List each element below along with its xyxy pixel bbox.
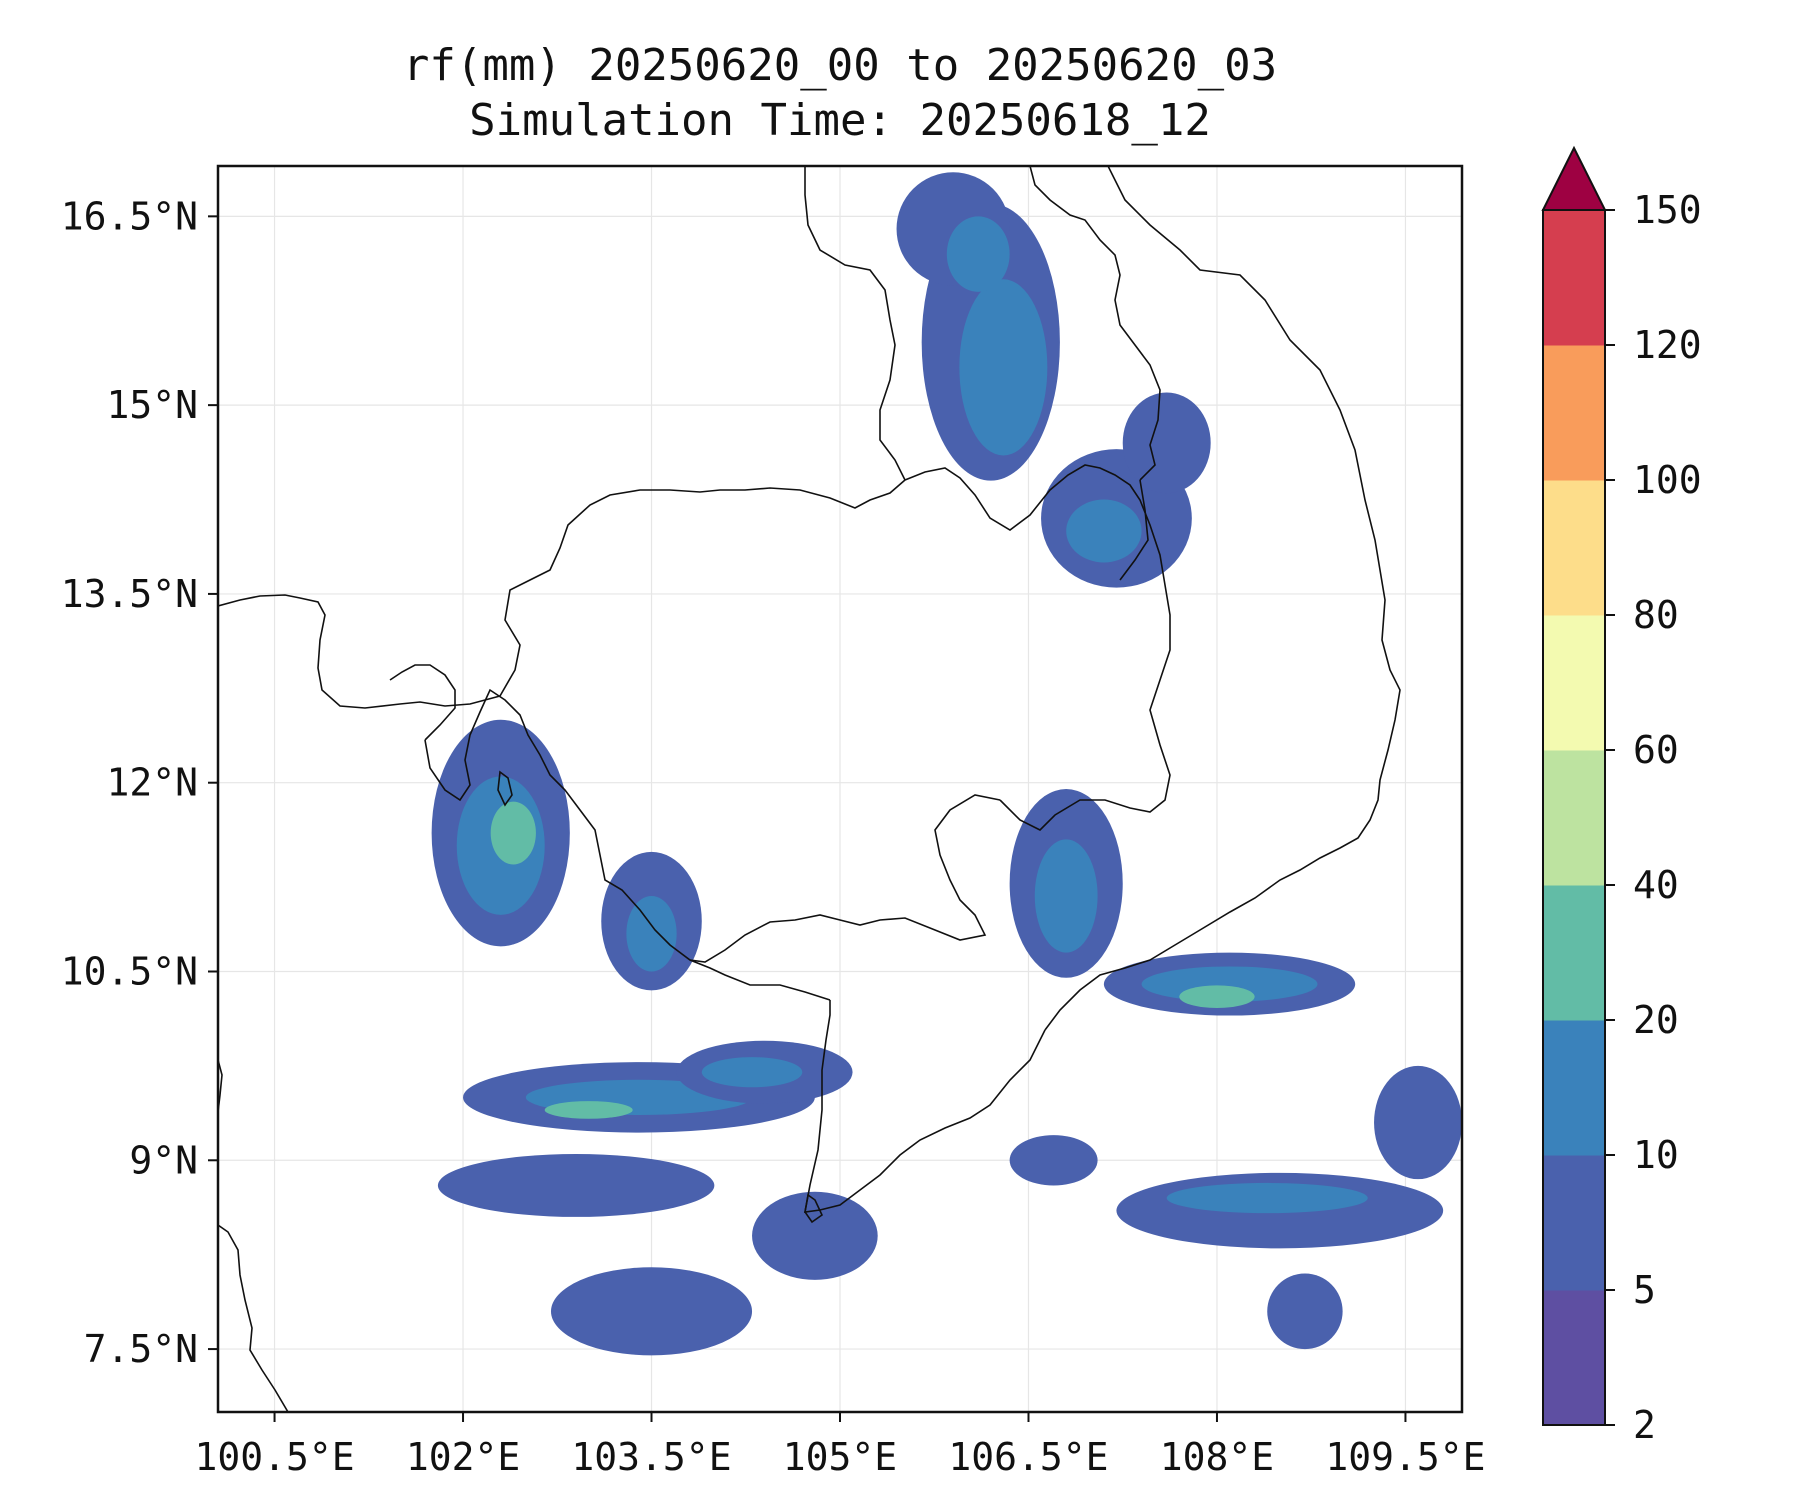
rain-area-binh-thuan-band-peak — [1179, 985, 1255, 1008]
coastline-thailand-east — [389, 664, 456, 741]
colorbar-segment-40-60 — [1543, 750, 1605, 886]
colorbar-segment-60-80 — [1543, 615, 1605, 751]
colorbar-frame — [1542, 209, 1606, 1426]
map-subtitle: Simulation Time: 20250618_12 — [469, 95, 1211, 146]
colorbar-tick-label-10: 10 — [1633, 1133, 1679, 1177]
lat-tick-label-1: 9°N — [129, 1138, 198, 1182]
rain-area-south-china-sea-band-core — [1166, 1182, 1368, 1214]
colorbar-segment-80-100 — [1543, 480, 1605, 616]
colorbar: 2 5 10 20 40 60 80 100 120 150 — [1541, 145, 1702, 1447]
colorbar-segment-20-40 — [1543, 885, 1605, 1021]
colorbar-tick-label-80: 80 — [1633, 593, 1679, 637]
rain-area-mekong-delta-west — [1009, 1135, 1098, 1186]
coastline-cambodia — [424, 688, 831, 1001]
coastline-thailand-south — [218, 1224, 289, 1412]
lon-tick-label-0: 100.5°E — [194, 1435, 354, 1479]
lon-tick-label-4: 106.5°E — [948, 1435, 1108, 1479]
coastline-vietnam — [1044, 166, 1401, 1031]
rain-area-central-highlands-south-core — [1066, 499, 1142, 563]
rain-area-phu-quoc-band-core — [701, 1057, 803, 1088]
rain-area-central-highlands-north-core — [959, 279, 1048, 456]
coastline-mekong-delta — [804, 1000, 1046, 1213]
latitude-axis: 7.5°N 9°N 10.5°N 12°N 13.5°N 15°N 16.5°N — [61, 194, 218, 1371]
lat-tick-label-6: 16.5°N — [61, 194, 198, 238]
rain-area-ca-mau-south — [752, 1191, 878, 1280]
colorbar-tick-label-120: 120 — [1633, 323, 1702, 367]
border-laos-vietnam — [904, 464, 1171, 831]
colorbar-segment-120-150 — [1543, 210, 1605, 346]
border-thailand-cambodia — [218, 594, 501, 709]
lon-tick-label-6: 109.5°E — [1325, 1435, 1485, 1479]
rain-area-gulf-south-band — [437, 1153, 715, 1217]
colorbar-segment-5-10 — [1543, 1155, 1605, 1291]
rain-area-kampot-coast-core — [626, 895, 677, 972]
island-koh-kong — [497, 770, 513, 807]
colorbar-segment-10-20 — [1543, 1020, 1605, 1156]
colorbar-segment-2-5 — [1543, 1290, 1605, 1426]
colorbar-tick-label-2: 2 — [1633, 1403, 1656, 1447]
lon-tick-label-2: 103.5°E — [571, 1435, 731, 1479]
lat-tick-label-2: 10.5°N — [61, 949, 198, 993]
rain-area-gulf-thailand-band-peak — [544, 1101, 633, 1119]
colorbar-tick-label-40: 40 — [1633, 863, 1679, 907]
colorbar-tick-label-20: 20 — [1633, 998, 1679, 1042]
coastlines-and-borders — [218, 166, 1401, 1412]
lat-tick-label-3: 12°N — [106, 761, 198, 805]
lat-tick-label-0: 7.5°N — [84, 1327, 198, 1371]
longitude-axis: 100.5°E 102°E 103.5°E 105°E 106.5°E 108°E 109.… — [194, 1412, 1486, 1479]
lon-tick-label-3: 105°E — [783, 1435, 897, 1479]
border-laos-east — [1029, 166, 1161, 481]
border-laos-thailand — [804, 166, 906, 481]
rain-area-gulf-deep-south — [550, 1267, 753, 1356]
island-phu-quoc — [804, 1193, 824, 1224]
colorbar-tick-label-60: 60 — [1633, 728, 1679, 772]
rain-area-southeast-vietnam-core — [1034, 839, 1098, 953]
rain-area-offshore-east — [1374, 1065, 1462, 1180]
border-cambodia-vietnam-south — [689, 794, 1001, 963]
colorbar-tick-label-150: 150 — [1633, 188, 1702, 232]
rain-area-cambodia-west-coast-peak — [490, 801, 536, 865]
rain-area-laos-south-core — [946, 216, 1010, 292]
colorbar-segment-100-120 — [1543, 345, 1605, 481]
border-vietnam-cambodia-highlands — [1119, 479, 1149, 581]
lat-tick-label-5: 15°N — [106, 383, 198, 427]
rain-area-offshore-southeast — [1267, 1273, 1343, 1350]
rainfall-contours — [431, 172, 1462, 1356]
colorbar-tick-label-100: 100 — [1633, 458, 1702, 502]
lon-tick-label-5: 108°E — [1160, 1435, 1274, 1479]
rain-area-vietnam-east-band — [1122, 392, 1211, 494]
map-title: rf(mm) 20250620_00 to 20250620_03 — [403, 40, 1277, 91]
colorbar-extend-max — [1541, 145, 1607, 211]
lat-tick-label-4: 13.5°N — [61, 572, 198, 616]
border-cambodia-north — [499, 479, 906, 697]
lon-tick-label-1: 102°E — [406, 1435, 520, 1479]
colorbar-tick-label-5: 5 — [1633, 1268, 1656, 1312]
